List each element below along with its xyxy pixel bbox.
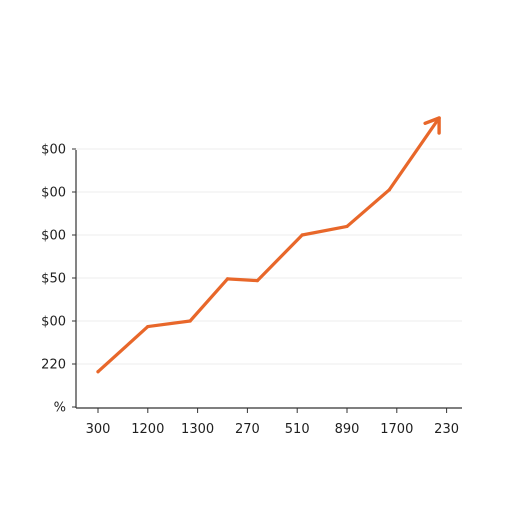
x-tick-label: 300 [86, 422, 111, 437]
y-tick-label: % [54, 401, 66, 416]
x-tick-label: 1700 [380, 422, 413, 437]
data-point [146, 324, 150, 329]
data-point [96, 370, 100, 374]
x-tick-label: 510 [285, 422, 310, 437]
y-tick-labels: % 220 $00 $50 $00 $00 $00 [41, 143, 76, 416]
series-line [96, 116, 441, 374]
x-tick-labels: 300 1200 1300 270 510 890 1700 230 [86, 408, 459, 437]
data-point [255, 278, 259, 283]
data-point [387, 188, 391, 192]
x-tick-label: 1300 [181, 422, 214, 437]
data-point [225, 277, 230, 281]
grid-lines [76, 148, 462, 365]
axes [75, 150, 462, 409]
x-tick-label: 1200 [131, 422, 164, 437]
x-tick-label: 230 [434, 422, 459, 437]
y-tick-label: $00 [41, 315, 66, 330]
series [96, 116, 441, 374]
x-tick-label: 890 [335, 422, 360, 437]
data-point [188, 319, 192, 323]
data-point [300, 233, 304, 237]
y-tick-label: $50 [41, 272, 66, 287]
x-tick-label: 270 [235, 422, 260, 437]
arrow-head-icon [423, 116, 441, 135]
y-tick-label: $00 [41, 143, 66, 158]
y-tick-label: 220 [41, 358, 66, 373]
y-tick-label: $00 [41, 186, 66, 201]
y-tick-label: $00 [41, 229, 66, 244]
data-point [345, 224, 349, 228]
